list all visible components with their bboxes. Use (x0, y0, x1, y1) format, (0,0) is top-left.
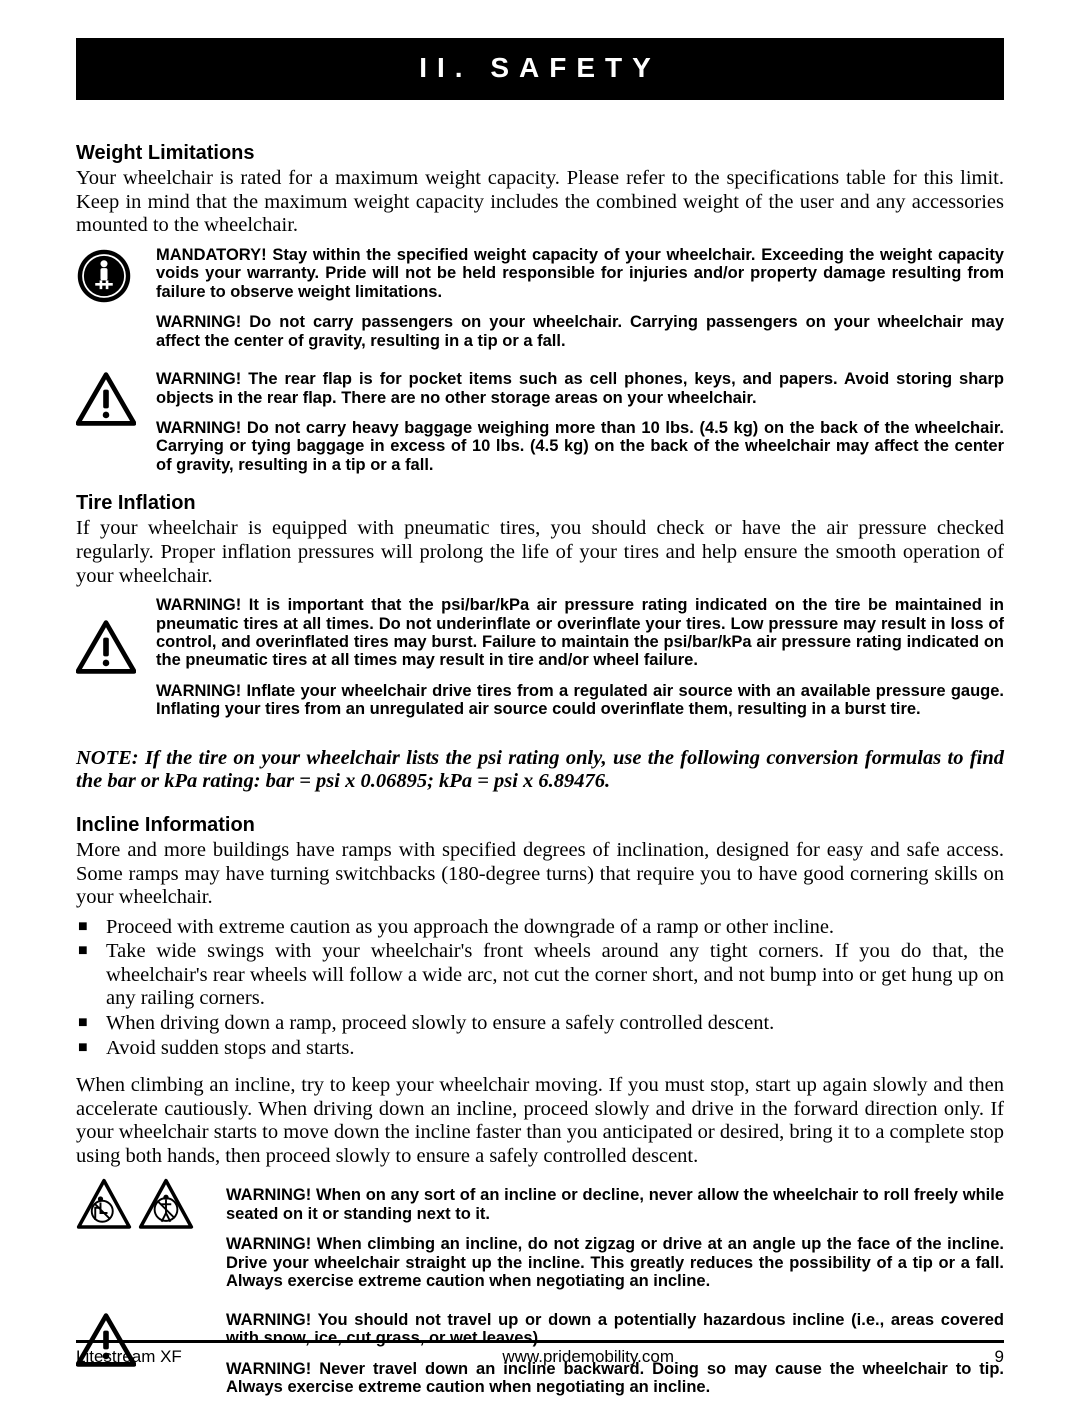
warning-block-incline-1: WARNING! When on any sort of an incline … (76, 1176, 1004, 1302)
bullet-3: When driving down a ramp, proceed slowly… (76, 1012, 1004, 1036)
prohibit-icons-wrap (76, 1176, 216, 1234)
warn-passengers: WARNING! Do not carry passengers on your… (156, 313, 1004, 350)
no-sit-icon (76, 1178, 132, 1234)
footer-center: www.pridemobility.com (502, 1347, 674, 1367)
banner-title: II. SAFETY (419, 52, 661, 83)
warning-icon-wrap-2 (76, 596, 146, 674)
warn-roll: WARNING! When on any sort of an incline … (226, 1186, 1004, 1223)
note-conversion: NOTE: If the tire on your wheelchair lis… (76, 747, 1004, 794)
mandatory-block: MANDATORY! Stay within the specified wei… (76, 246, 1004, 362)
para-tire: If your wheelchair is equipped with pneu… (76, 517, 1004, 588)
warn-flap: WARNING! The rear flap is for pocket ite… (156, 370, 1004, 407)
heading-incline: Incline Information (76, 814, 1004, 837)
bullet-1: Proceed with extreme caution as you appr… (76, 916, 1004, 940)
para-weight: Your wheelchair is rated for a maximum w… (76, 167, 1004, 238)
section-banner: II. SAFETY (76, 38, 1004, 100)
mandatory-icon (76, 248, 132, 304)
heading-weight: Weight Limitations (76, 142, 1004, 165)
page-footer: Litestream XF www.pridemobility.com 9 (76, 1340, 1004, 1367)
footer-right: 9 (995, 1347, 1004, 1367)
warning-block-tire: WARNING! It is important that the psi/ba… (76, 596, 1004, 731)
footer-left: Litestream XF (76, 1347, 182, 1367)
warn-baggage: WARNING! Do not carry heavy baggage weig… (156, 419, 1004, 474)
warning-triangle-icon (76, 372, 136, 426)
warning-icon-wrap-1 (76, 370, 146, 426)
no-stand-icon (138, 1178, 194, 1234)
warning-triangle-icon (76, 620, 136, 674)
warn-psi: WARNING! It is important that the psi/ba… (156, 596, 1004, 670)
para-incline-1: More and more buildings have ramps with … (76, 839, 1004, 910)
para-incline-2: When climbing an incline, try to keep yo… (76, 1074, 1004, 1168)
footer-rule (76, 1340, 1004, 1343)
heading-tire: Tire Inflation (76, 492, 1004, 515)
mandatory-text: MANDATORY! Stay within the specified wei… (156, 246, 1004, 301)
bullet-2: Take wide swings with your wheelchair's … (76, 940, 1004, 1011)
warn-zigzag: WARNING! When climbing an incline, do no… (226, 1235, 1004, 1290)
warning-block-flap: WARNING! The rear flap is for pocket ite… (76, 370, 1004, 486)
bullet-4: Avoid sudden stops and starts. (76, 1037, 1004, 1061)
warn-inflate: WARNING! Inflate your wheelchair drive t… (156, 682, 1004, 719)
mandatory-icon-wrap (76, 246, 146, 304)
incline-bullets: Proceed with extreme caution as you appr… (76, 916, 1004, 1060)
